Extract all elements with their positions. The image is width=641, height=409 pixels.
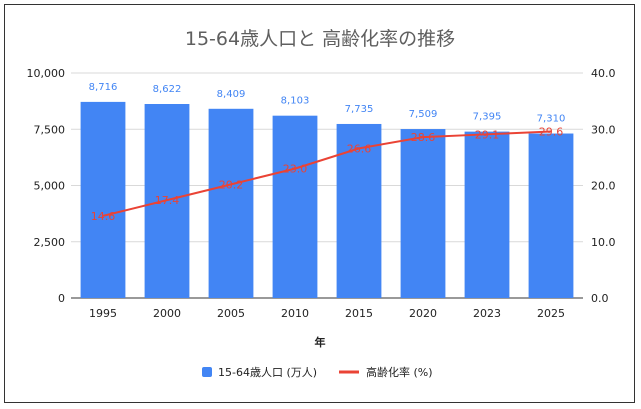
x-tick-label: 1995 <box>89 307 117 320</box>
legend: 15-64歳人口 (万人) 高齢化率 (%) <box>202 365 433 379</box>
line-value-label: 14.6 <box>91 210 116 223</box>
x-tick-label: 2015 <box>345 307 373 320</box>
right-tick-label: 20.0 <box>591 180 616 193</box>
x-tick-label: 2010 <box>281 307 309 320</box>
left-tick-label: 2,500 <box>34 236 66 249</box>
line-value-label: 29.6 <box>539 126 564 139</box>
left-tick-label: 7,500 <box>34 123 66 136</box>
x-axis-label: 年 <box>315 335 326 349</box>
combo-chart: 15-64歳人口と 高齢化率の推移 0 2,500 5,000 7,500 10,000… <box>27 28 616 379</box>
x-tick-label: 2020 <box>409 307 437 320</box>
right-axis-ticks: 0.0 10.0 20.0 30.0 40.0 <box>591 67 616 305</box>
right-tick-label: 10.0 <box>591 236 616 249</box>
right-tick-label: 0.0 <box>591 292 609 305</box>
chart-title: 15-64歳人口と 高齢化率の推移 <box>185 28 455 50</box>
right-tick-label: 40.0 <box>591 67 616 80</box>
x-tick-label: 2023 <box>473 307 501 320</box>
bar-value-label: 8,622 <box>153 84 182 95</box>
bar <box>272 115 318 299</box>
line-value-label: 26.6 <box>347 142 372 155</box>
line-path <box>102 130 552 217</box>
bar-value-label: 7,395 <box>473 112 502 123</box>
bar <box>400 129 446 298</box>
line-value-label: 28.6 <box>411 131 436 144</box>
bar <box>80 101 126 298</box>
left-tick-label: 0 <box>58 292 65 305</box>
line-value-label: 17.4 <box>155 194 180 207</box>
bar <box>528 133 574 298</box>
left-axis-ticks: 0 2,500 5,000 7,500 10,000 <box>27 67 66 305</box>
right-tick-label: 30.0 <box>591 123 616 136</box>
legend-bar-label: 15-64歳人口 (万人) <box>218 366 317 379</box>
line-data-labels: 14.6 17.4 20.2 23.0 26.6 28.6 29.1 29.6 <box>91 126 564 223</box>
x-axis-ticks: 1995 2000 2005 2010 2015 2020 2023 2025 <box>89 307 565 320</box>
legend-line-label: 高齢化率 (%) <box>366 365 433 379</box>
line-value-label: 20.2 <box>219 178 244 191</box>
x-tick-label: 2005 <box>217 307 245 320</box>
bar-series <box>80 101 574 299</box>
legend-bar-swatch <box>202 367 212 377</box>
line-series <box>102 130 552 217</box>
chart-frame: 15-64歳人口と 高齢化率の推移 0 2,500 5,000 7,500 10,000… <box>4 4 635 403</box>
bar-value-label: 8,716 <box>89 82 118 93</box>
bar <box>208 108 254 298</box>
bar-value-label: 7,310 <box>537 114 566 125</box>
bar-data-labels: 8,716 8,622 8,409 8,103 7,735 7,509 7,395 7,310 <box>89 82 566 125</box>
left-tick-label: 10,000 <box>27 67 66 80</box>
bar-value-label: 7,509 <box>409 109 438 120</box>
line-value-label: 23.0 <box>283 163 308 176</box>
bar <box>464 131 510 298</box>
x-tick-label: 2000 <box>153 307 181 320</box>
bar-value-label: 8,103 <box>281 96 310 107</box>
bar-value-label: 7,735 <box>345 104 374 115</box>
x-tick-label: 2025 <box>537 307 565 320</box>
left-tick-label: 5,000 <box>34 180 66 193</box>
line-value-label: 29.1 <box>475 128 500 141</box>
bar-value-label: 8,409 <box>217 89 246 100</box>
